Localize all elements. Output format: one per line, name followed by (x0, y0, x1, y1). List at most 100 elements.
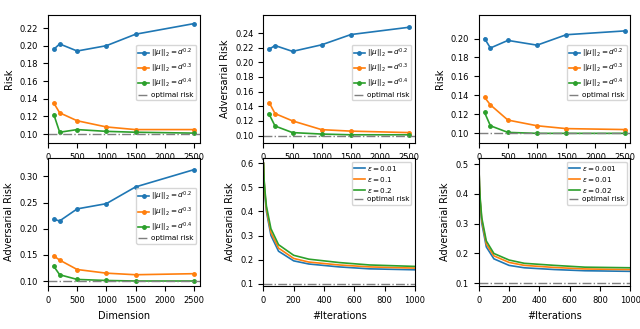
$||\mu||_2 = d^{0.4}$ (190, 279, 198, 283)
$||\mu||_2 = d^{0.3}$ (486, 103, 494, 107)
$\varepsilon = 0.1$ (365, 265, 373, 269)
Title: (a) $\ell_2$ perturbation: (a) $\ell_2$ perturbation (74, 187, 173, 201)
$\varepsilon = 0.001$ (478, 221, 486, 225)
Legend: $||\mu||_2 = d^{0.2}$, $||\mu||_2 = d^{0.3}$, $||\mu||_2 = d^{0.4}$, optimal ris: $||\mu||_2 = d^{0.2}$, $||\mu||_2 = d^{0… (567, 44, 627, 100)
Y-axis label: Adversarial Risk: Adversarial Risk (225, 183, 235, 262)
optimal risk (44, 132, 52, 136)
$||\mu||_2 = d^{0.3}$ (132, 273, 140, 277)
$\varepsilon = 0.02$ (483, 239, 490, 243)
$||\mu||_2 = d^{0.4}$ (56, 130, 63, 134)
Y-axis label: Adversarial Risk: Adversarial Risk (440, 183, 450, 262)
$||\mu||_2 = d^{0.2}$ (102, 44, 110, 48)
Line: $||\mu||_2 = d^{0.2}$: $||\mu||_2 = d^{0.2}$ (268, 26, 411, 53)
$\varepsilon = 0.02$ (490, 251, 498, 255)
$\varepsilon = 0.01$ (551, 266, 559, 269)
$\varepsilon = 0.02$ (551, 264, 559, 267)
$||\mu||_2 = d^{0.3}$ (50, 254, 58, 258)
Y-axis label: Risk: Risk (435, 69, 445, 89)
$||\mu||_2 = d^{0.2}$ (347, 33, 355, 37)
$\varepsilon = 0.001$ (475, 162, 483, 166)
$\varepsilon = 0.01$ (581, 267, 589, 271)
Legend: $\varepsilon = 0.01$, $\varepsilon = 0.1$, $\varepsilon = 0.2$, optimal risk: $\varepsilon = 0.01$, $\varepsilon = 0.1… (351, 162, 412, 205)
$||\mu||_2 = d^{0.4}$ (347, 133, 355, 137)
Line: $||\mu||_2 = d^{0.4}$: $||\mu||_2 = d^{0.4}$ (52, 265, 196, 283)
$||\mu||_2 = d^{0.4}$ (102, 129, 110, 133)
$||\mu||_2 = d^{0.2}$ (132, 185, 140, 189)
$||\mu||_2 = d^{0.4}$ (621, 131, 628, 135)
$\varepsilon = 0.01$ (261, 192, 269, 196)
$\varepsilon = 0.001$ (490, 257, 498, 261)
$\varepsilon = 0.01$ (505, 261, 513, 265)
$||\mu||_2 = d^{0.3}$ (266, 101, 273, 105)
optimal risk (44, 132, 52, 136)
$||\mu||_2 = d^{0.2}$ (266, 47, 273, 51)
$\varepsilon = 0.2$ (335, 261, 343, 265)
$\varepsilon = 0.2$ (365, 263, 373, 267)
$||\mu||_2 = d^{0.3}$ (56, 258, 63, 262)
$||\mu||_2 = d^{0.4}$ (266, 112, 273, 116)
$||\mu||_2 = d^{0.3}$ (132, 128, 140, 132)
Y-axis label: Adversarial Risk: Adversarial Risk (220, 39, 230, 118)
$||\mu||_2 = d^{0.2}$ (533, 43, 541, 47)
$||\mu||_2 = d^{0.4}$ (271, 124, 279, 128)
$\varepsilon = 0.001$ (505, 264, 513, 267)
$\varepsilon = 0.01$ (260, 180, 268, 184)
Line: $||\mu||_2 = d^{0.4}$: $||\mu||_2 = d^{0.4}$ (52, 113, 196, 135)
$\varepsilon = 0.001$ (476, 186, 483, 190)
X-axis label: Dimension: Dimension (313, 167, 365, 177)
$||\mu||_2 = d^{0.4}$ (563, 131, 570, 135)
$||\mu||_2 = d^{0.2}$ (50, 47, 58, 51)
$\varepsilon = 0.1$ (411, 266, 419, 270)
$||\mu||_2 = d^{0.4}$ (504, 130, 512, 134)
$||\mu||_2 = d^{0.2}$ (190, 168, 198, 172)
$\varepsilon = 0.1$ (267, 231, 275, 235)
$||\mu||_2 = d^{0.3}$ (56, 111, 63, 115)
$||\mu||_2 = d^{0.3}$ (563, 127, 570, 131)
$||\mu||_2 = d^{0.4}$ (102, 279, 110, 283)
$||\mu||_2 = d^{0.3}$ (102, 125, 110, 129)
$\varepsilon = 0.01$ (490, 254, 498, 258)
X-axis label: Dimension: Dimension (98, 311, 150, 320)
X-axis label: Dimension: Dimension (529, 167, 580, 177)
$\varepsilon = 0.2$ (262, 204, 270, 208)
$\varepsilon = 0.1$ (305, 260, 313, 264)
$||\mu||_2 = d^{0.3}$ (318, 128, 326, 132)
Line: $||\mu||_2 = d^{0.4}$: $||\mu||_2 = d^{0.4}$ (483, 111, 627, 135)
X-axis label: Dimension: Dimension (98, 167, 150, 177)
$||\mu||_2 = d^{0.4}$ (318, 132, 326, 136)
$\varepsilon = 0.2$ (267, 227, 275, 231)
$||\mu||_2 = d^{0.4}$ (486, 124, 494, 128)
$||\mu||_2 = d^{0.4}$ (132, 279, 140, 283)
$||\mu||_2 = d^{0.3}$ (621, 128, 628, 132)
$||\mu||_2 = d^{0.3}$ (405, 131, 413, 135)
$\varepsilon = 0.01$ (478, 218, 486, 222)
$||\mu||_2 = d^{0.3}$ (271, 112, 279, 115)
$||\mu||_2 = d^{0.2}$ (504, 38, 512, 42)
optimal risk (260, 134, 268, 138)
Line: $||\mu||_2 = d^{0.3}$: $||\mu||_2 = d^{0.3}$ (52, 101, 196, 131)
Line: $||\mu||_2 = d^{0.2}$: $||\mu||_2 = d^{0.2}$ (52, 22, 196, 53)
Line: $\varepsilon = 0.001$: $\varepsilon = 0.001$ (479, 164, 630, 271)
Title: (b) $\ell_2$ perturbation: (b) $\ell_2$ perturbation (290, 187, 388, 201)
Line: $\varepsilon = 0.01$: $\varepsilon = 0.01$ (479, 164, 630, 269)
$\varepsilon = 0.001$ (581, 269, 589, 273)
Line: $||\mu||_2 = d^{0.3}$: $||\mu||_2 = d^{0.3}$ (268, 101, 411, 134)
$||\mu||_2 = d^{0.3}$ (533, 124, 541, 128)
$\varepsilon = 0.1$ (261, 190, 269, 194)
$\varepsilon = 0.01$ (476, 199, 484, 203)
$||\mu||_2 = d^{0.4}$ (405, 133, 413, 137)
optimal risk (260, 282, 268, 286)
$\varepsilon = 0.01$ (262, 209, 270, 213)
$\varepsilon = 0.1$ (335, 263, 343, 267)
Title: (c) $\ell_\infty$ perturbation: (c) $\ell_\infty$ perturbation (505, 187, 604, 201)
Line: $||\mu||_2 = d^{0.4}$: $||\mu||_2 = d^{0.4}$ (268, 113, 411, 137)
$\varepsilon = 0.1$ (260, 161, 268, 165)
$\varepsilon = 0.1$ (262, 207, 270, 211)
optimal risk (475, 131, 483, 135)
$\varepsilon = 0.02$ (476, 197, 484, 201)
Line: $\varepsilon = 0.2$: $\varepsilon = 0.2$ (264, 164, 415, 266)
$\varepsilon = 0.01$ (275, 249, 282, 253)
$||\mu||_2 = d^{0.2}$ (271, 43, 279, 47)
$\varepsilon = 0.02$ (520, 261, 528, 265)
optimal risk (475, 131, 483, 135)
